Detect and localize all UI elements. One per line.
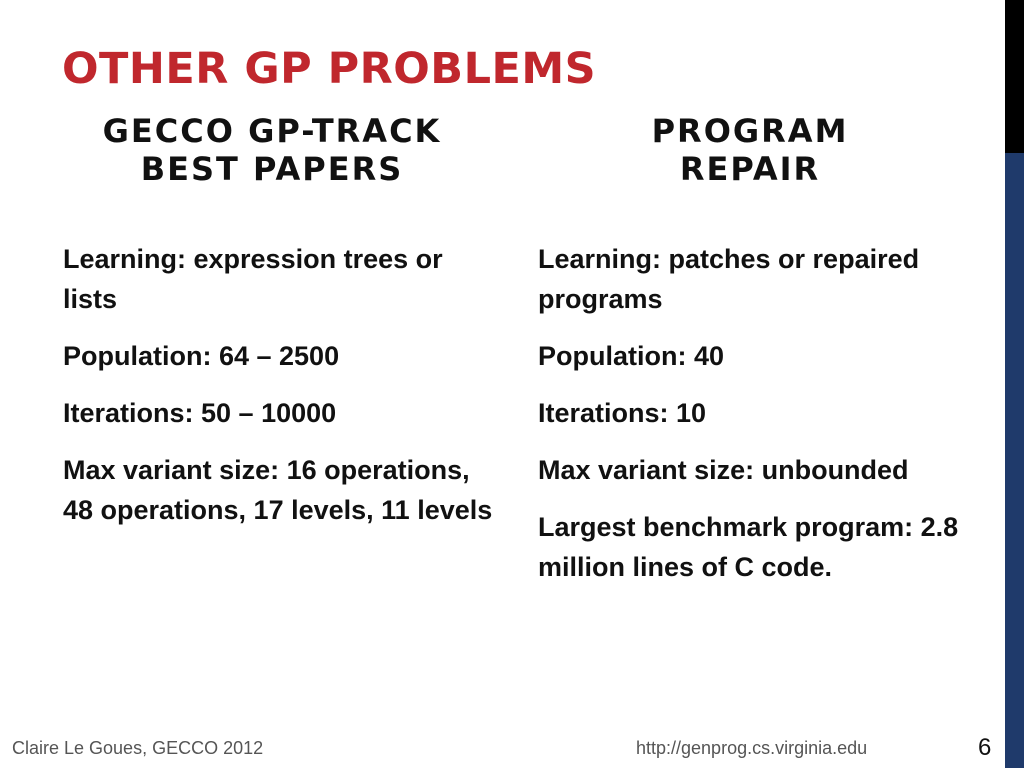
footer-author: Claire Le Goues, GECCO 2012 [12,738,264,758]
side-accent-bar-top [1005,0,1024,153]
list-item: Population: 40 [538,341,725,371]
footer-url-link[interactable]: http://genprog.cs.virginia.edu [636,738,868,758]
list-item: Largest benchmark program: 2.8 million l… [538,512,959,582]
list-item: Learning: expression trees or lists [63,244,443,314]
list-item: Population: 64 – 2500 [63,341,340,371]
list-item: Max variant size: unbounded [538,455,909,485]
side-accent-bar-bottom [1005,153,1024,768]
right-heading-line-2: REPAIR [679,150,821,188]
left-heading-line-2: BEST PAPERS [140,150,404,188]
right-column-heading: PROGRAM REPAIR [530,112,970,188]
right-heading-line-1: PROGRAM [651,112,849,150]
slide-title: OTHER GP PROBLEMS [62,44,597,94]
right-column-list: Learning: patches or repaired programs P… [538,239,983,604]
left-column-heading: GECCO GP-TRACK BEST PAPERS [52,112,492,188]
list-item: Iterations: 50 – 10000 [63,398,337,428]
left-heading-line-1: GECCO GP-TRACK [102,112,442,150]
list-item: Max variant size: 16 operations, 48 oper… [63,455,493,525]
left-column-list: Learning: expression trees or lists Popu… [63,239,503,547]
list-item: Iterations: 10 [538,398,707,428]
page-number: 6 [978,734,992,761]
list-item: Learning: patches or repaired programs [538,244,920,314]
